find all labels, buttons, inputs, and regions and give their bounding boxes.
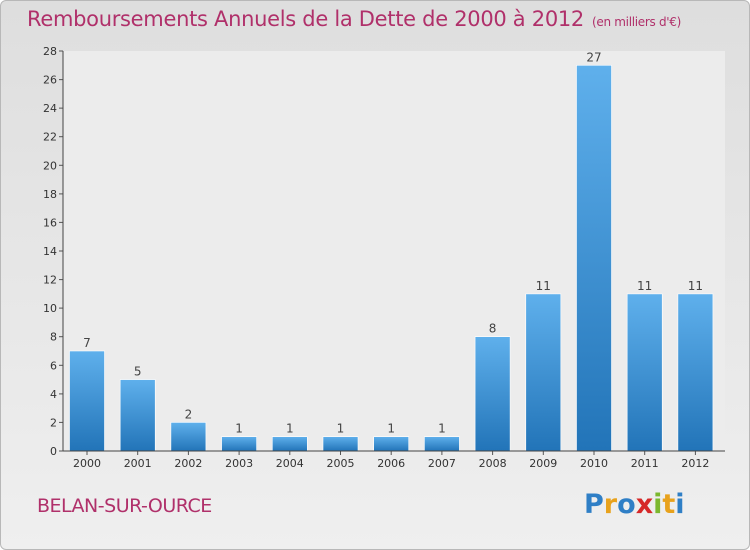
data-label-2004: 1 <box>286 422 294 436</box>
x-tick-label-2012: 2012 <box>681 457 709 470</box>
x-tick-label-2004: 2004 <box>276 457 304 470</box>
data-label-2000: 7 <box>83 336 91 350</box>
bar-2006 <box>373 436 410 452</box>
x-tick-label-2007: 2007 <box>428 457 456 470</box>
x-tick-label-2006: 2006 <box>377 457 405 470</box>
y-tick-label-4: 4 <box>50 388 57 401</box>
x-tick-label-2001: 2001 <box>124 457 152 470</box>
y-tick-label-0: 0 <box>50 445 57 458</box>
bar-2012 <box>677 293 714 452</box>
proxiti-logo: Proxiti <box>584 489 685 520</box>
data-label-2003: 1 <box>235 422 243 436</box>
plot-area <box>63 51 725 451</box>
y-tick-label-22: 22 <box>43 131 57 144</box>
x-tick-label-2010: 2010 <box>580 457 608 470</box>
y-tick-label-12: 12 <box>43 274 57 287</box>
commune-name: BELAN-SUR-OURCE <box>37 495 212 517</box>
data-label-2009: 11 <box>536 279 551 293</box>
x-tick-label-2000: 2000 <box>73 457 101 470</box>
x-tick-label-2005: 2005 <box>327 457 355 470</box>
data-label-2011: 11 <box>637 279 652 293</box>
bar-2003 <box>221 436 257 452</box>
data-label-2001: 5 <box>134 365 142 379</box>
chart-subtitle: (en milliers d'€) <box>592 15 682 29</box>
logo-letter: i <box>653 489 663 520</box>
title-text: Remboursements Annuels de la Dette de 20… <box>27 7 584 31</box>
data-label-2012: 11 <box>688 279 703 293</box>
y-tick-label-2: 2 <box>50 416 57 429</box>
y-tick-label-16: 16 <box>43 216 57 229</box>
bar-2002 <box>170 422 207 452</box>
y-tick-label-14: 14 <box>43 245 57 258</box>
chart-title: Remboursements Annuels de la Dette de 20… <box>27 7 681 31</box>
bar-2008 <box>474 336 511 452</box>
data-label-2002: 2 <box>185 407 193 421</box>
bar-2000 <box>69 350 105 452</box>
y-tick-label-28: 28 <box>43 45 57 58</box>
data-label-2005: 1 <box>337 422 345 436</box>
logo-letter: t <box>662 489 676 520</box>
data-label-2010: 27 <box>586 50 601 64</box>
bar-2011 <box>626 293 663 452</box>
logo-letter: P <box>584 489 604 520</box>
logo-letter: o <box>617 489 636 520</box>
y-tick-label-24: 24 <box>43 102 57 115</box>
bar-2001 <box>119 379 156 452</box>
logo-letter: i <box>675 489 685 520</box>
x-tick-label-2003: 2003 <box>225 457 253 470</box>
y-tick-label-10: 10 <box>43 302 57 315</box>
bar-2010 <box>576 65 612 452</box>
data-label-2006: 1 <box>387 422 395 436</box>
x-tick-label-2002: 2002 <box>174 457 202 470</box>
y-tick-label-6: 6 <box>50 359 57 372</box>
y-tick-label-26: 26 <box>43 74 57 87</box>
bar-2005 <box>322 436 359 452</box>
data-label-2008: 8 <box>489 322 497 336</box>
logo-letter: x <box>635 489 654 520</box>
data-label-2007: 1 <box>438 422 446 436</box>
logo-letter: r <box>603 489 618 520</box>
bar-2004 <box>271 436 308 452</box>
x-tick-label-2008: 2008 <box>479 457 507 470</box>
x-tick-label-2009: 2009 <box>529 457 557 470</box>
y-tick-label-18: 18 <box>43 188 57 201</box>
y-tick-label-8: 8 <box>50 331 57 344</box>
bar-2007 <box>424 436 460 452</box>
bar-2009 <box>525 293 562 452</box>
x-tick-label-2011: 2011 <box>631 457 659 470</box>
y-tick-label-20: 20 <box>43 159 57 172</box>
